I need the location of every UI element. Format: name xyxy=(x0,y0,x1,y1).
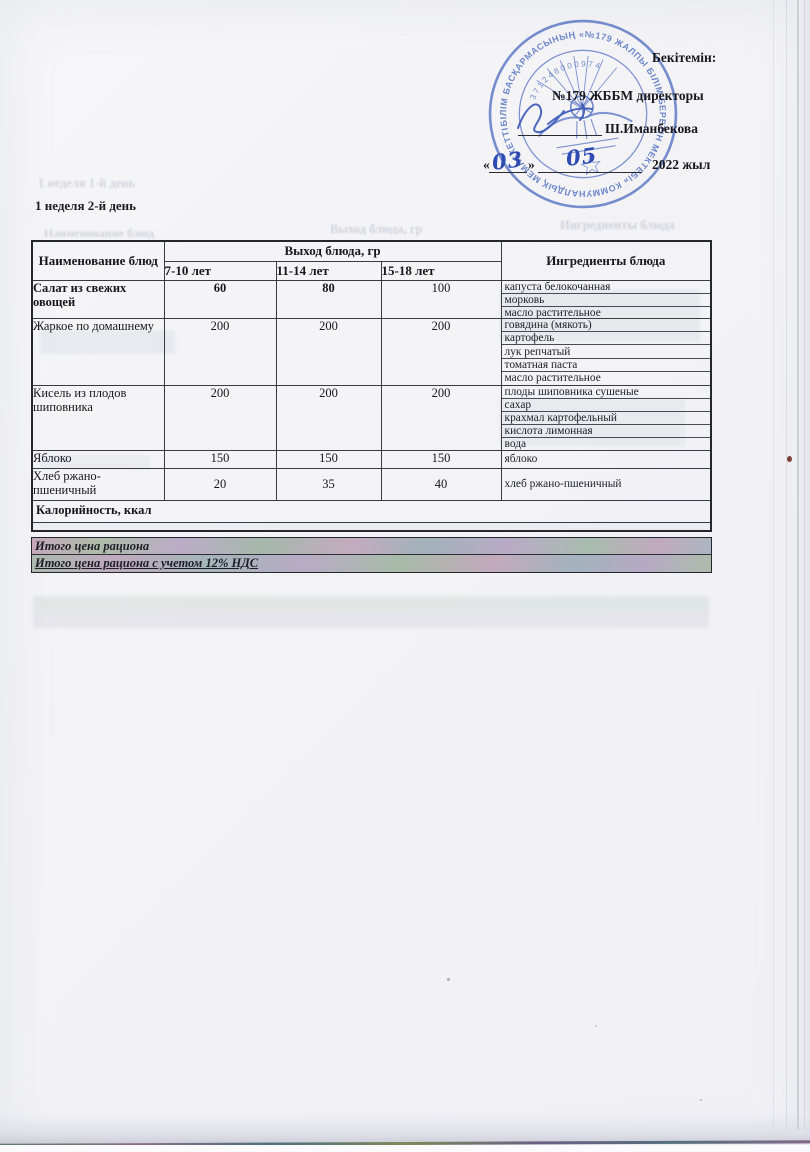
table-row: Кисель из плодов шиповника 200 200 200 п… xyxy=(31,384,712,451)
director-title: №179 ЖББМ директоры xyxy=(552,88,704,103)
col-header-output: Выход блюда, гр xyxy=(163,240,502,262)
ghost-title-echo: 1 неделя 1-й день xyxy=(38,176,136,190)
calories-row: Калорийность, ккал xyxy=(31,499,712,523)
page-edge-line xyxy=(797,0,799,1130)
bleedthrough-band xyxy=(33,612,709,628)
dish-name: Салат из свежих овощей xyxy=(31,279,165,319)
dish-output-15-18: 200 xyxy=(380,384,502,451)
menu-table: Наименование блюд Выход блюда, гр Ингред… xyxy=(31,240,713,532)
ingredient: крахмал картофельный xyxy=(502,412,711,425)
date-year: 2022 жыл xyxy=(652,157,711,172)
total-price-row: Итого цена рациона xyxy=(32,538,711,555)
dish-output-15-18: 200 xyxy=(380,317,502,386)
date-day-line xyxy=(489,157,527,173)
table-row: Салат из свежих овощей 60 80 100 капуста… xyxy=(31,279,712,319)
page-edge-line xyxy=(773,0,774,1130)
date-quote-open: « xyxy=(483,157,490,172)
signature-scribble xyxy=(517,103,593,134)
ingredient: лук репчатый xyxy=(502,345,711,359)
page-edge-line xyxy=(804,0,805,1130)
dish-output-11-14: 150 xyxy=(275,449,382,469)
dish-output-7-10: 200 xyxy=(163,384,277,451)
page-right-edge xyxy=(797,0,810,1142)
dish-output-15-18: 40 xyxy=(380,467,502,501)
dish-output-11-14: 200 xyxy=(275,317,382,386)
dust-speck xyxy=(700,1099,702,1101)
dust-speck xyxy=(447,978,450,981)
date-quote-close: » xyxy=(528,157,535,172)
totals-block: Итого цена рациона Итого цена рациона с … xyxy=(31,537,712,573)
col-header-ingredients: Ингредиенты блюда xyxy=(500,240,712,281)
official-round-stamp: БІЛІМ БАСҚАРМАСЫНЫҢ «№179 ЖАЛПЫ БІЛІМ БЕ… xyxy=(473,4,680,213)
col-header-dish-name: Наименование блюд xyxy=(31,240,165,281)
ingredient: сахар xyxy=(502,399,711,412)
table-row: Яблоко 150 150 150 яблоко xyxy=(31,449,712,469)
ghost-header-ingredients: Ингредиенты блюда xyxy=(560,218,675,232)
col-header-age-7-10: 7-10 лет xyxy=(163,260,277,281)
table-row: Хлеб ржано-пшеничный 20 35 40 хлеб ржано… xyxy=(31,467,712,501)
ink-speck xyxy=(787,456,792,462)
ghost-header-name: Наименование блюд xyxy=(44,226,154,240)
ingredient: яблоко xyxy=(504,453,538,465)
dish-output-11-14: 80 xyxy=(275,279,382,319)
dish-output-15-18: 100 xyxy=(380,279,502,319)
page-edge-line xyxy=(786,0,787,1130)
ingredient: капуста белокочанная xyxy=(502,281,711,294)
page-bottom-shadow xyxy=(0,1114,810,1144)
ingredient: хлеб ржано-пшеничный xyxy=(504,478,622,490)
dish-output-7-10: 60 xyxy=(163,279,277,319)
ingredient-list: хлеб ржано-пшеничный xyxy=(502,469,710,499)
dish-output-15-18: 150 xyxy=(380,449,502,469)
ingredient-list: плоды шиповника сушеные сахар крахмал ка… xyxy=(502,386,711,450)
ingredient: картофель xyxy=(502,332,711,346)
ingredient: вода xyxy=(504,437,527,450)
bleedthrough-band xyxy=(33,596,709,612)
dish-output-7-10: 200 xyxy=(163,317,277,386)
col-header-age-15-18: 15-18 лет xyxy=(380,260,502,281)
dust-speck xyxy=(595,1025,597,1027)
dish-name: Кисель из плодов шиповника xyxy=(31,384,165,451)
table-row: Жаркое по домашнему 200 200 200 говядина… xyxy=(31,317,712,386)
dish-name: Хлеб ржано-пшеничный xyxy=(31,467,165,501)
empty-row xyxy=(31,521,712,532)
approve-label: Бекітемін: xyxy=(652,50,717,65)
page-title: 1 неделя 2-й день xyxy=(35,198,137,213)
ingredient: говядина (мякоть) xyxy=(502,319,711,332)
date-month-line xyxy=(538,157,642,173)
director-name: Ш.Иманбекова xyxy=(605,121,698,136)
calories-label: Калорийность, ккал xyxy=(31,499,712,523)
ingredient: масло растительное xyxy=(504,306,601,318)
total-price-vat-row: Итого цена рациона с учетом 12% НДС xyxy=(32,555,711,572)
dish-output-7-10: 20 xyxy=(163,467,277,501)
ingredient: кислота лимонная xyxy=(502,425,711,438)
dish-name: Яблоко xyxy=(31,449,165,469)
dish-output-11-14: 35 xyxy=(275,467,382,501)
ingredient-list: капуста белокочанная морковь масло расти… xyxy=(502,281,711,318)
ingredient: морковь xyxy=(502,294,711,307)
dish-output-11-14: 200 xyxy=(275,384,382,451)
ingredient: масло растительное xyxy=(504,372,601,385)
ingredient-list: говядина (мякоть) картофель лук репчатый… xyxy=(502,319,711,385)
dish-name: Жаркое по домашнему xyxy=(31,317,165,386)
ingredient: томатная паста xyxy=(502,359,711,373)
scanner-background xyxy=(0,1145,810,1152)
dish-output-7-10: 150 xyxy=(163,449,277,469)
ingredient-list: яблоко xyxy=(502,451,710,467)
ingredient: плоды шиповника сушеные xyxy=(502,386,711,399)
col-header-age-11-14: 11-14 лет xyxy=(275,260,382,281)
signature-line xyxy=(518,120,602,136)
ghost-header-output: Выход блюда, гр xyxy=(330,222,423,236)
